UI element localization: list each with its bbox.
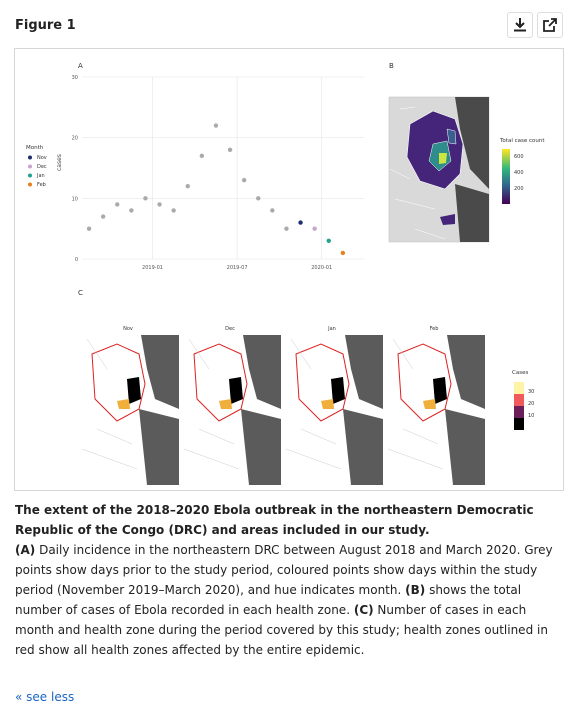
y-tick-label: 0: [75, 257, 78, 263]
y-axis-label: cases: [56, 154, 63, 171]
legend-tick: 10: [528, 413, 534, 419]
data-point: [100, 214, 106, 219]
figure-title: Figure 1: [15, 18, 76, 33]
open-in-new-window-button[interactable]: [537, 12, 563, 38]
legend-label: Dec: [37, 164, 47, 170]
legend-swatch: [28, 173, 32, 178]
external-link-icon: [543, 18, 557, 32]
x-tick-label: 2020-01: [311, 265, 332, 271]
legend-tick: 600: [514, 154, 524, 160]
caption-a-text: Daily incidence in the northeastern DRC …: [15, 543, 553, 597]
legend-label: Feb: [37, 182, 46, 188]
data-point: [129, 208, 134, 213]
facet-title: Dec: [225, 326, 235, 332]
data-point: [185, 184, 190, 189]
figure-svg: A 0 10 20 30 2019-01 2019-07 2020-01 cases Mo…: [26, 62, 545, 485]
y-tick-label: 30: [72, 75, 78, 81]
caption-title: The extent of the 2018–2020 Ebola outbre…: [15, 503, 534, 537]
facet-title: Nov: [123, 326, 133, 332]
panel-c-label: C: [78, 289, 83, 297]
caption-a-label: (A): [15, 543, 36, 557]
figure-header: Figure 1: [15, 12, 563, 42]
facet-map: Dec: [179, 326, 281, 485]
legend-tick: 20: [528, 401, 534, 407]
download-icon: [514, 18, 526, 32]
data-point: [298, 220, 303, 225]
panel-a-chart: 0 10 20 30 2019-01 2019-07 2020-01 cases: [56, 75, 364, 271]
data-point: [157, 202, 162, 207]
legend-tick: 30: [528, 389, 534, 395]
data-point: [171, 208, 176, 213]
legend-swatch: [28, 164, 32, 169]
caption-c-label: (C): [353, 603, 374, 617]
legend-tick: 200: [514, 186, 524, 192]
figure-image[interactable]: A 0 10 20 30 2019-01 2019-07 2020-01 cases Mo…: [14, 48, 564, 491]
color-step: [514, 382, 524, 394]
month-legend: Month Nov Dec Jan Feb: [26, 145, 47, 188]
download-button[interactable]: [507, 12, 533, 38]
facet-map: Nov: [77, 326, 179, 485]
data-point: [241, 177, 247, 183]
panel-a-label: A: [78, 62, 83, 70]
color-step: [514, 394, 524, 406]
legend-tick: 400: [514, 170, 524, 176]
color-step: [514, 406, 524, 418]
caption-body: (A) Daily incidence in the northeastern …: [15, 540, 565, 660]
legend-title: Month: [26, 145, 44, 151]
color-scale: [502, 149, 510, 204]
facet-title: Feb: [430, 326, 439, 332]
legend-swatch: [28, 155, 32, 160]
facet-map: Feb: [383, 326, 485, 485]
facet-map: Jan: [281, 326, 383, 485]
figure-caption: The extent of the 2018–2020 Ebola outbre…: [15, 500, 565, 660]
data-point: [227, 147, 233, 152]
data-point: [115, 202, 120, 207]
data-point: [284, 226, 289, 231]
data-point: [340, 250, 346, 256]
data-point: [213, 123, 219, 128]
data-point: [270, 208, 275, 213]
legend-title: Cases: [512, 370, 528, 376]
legend-title: Total case count: [499, 138, 545, 144]
legend-label: Jan: [36, 173, 45, 179]
color-step: [514, 418, 524, 430]
caption-b-label: (B): [405, 583, 426, 597]
facet-title: Jan: [327, 326, 336, 332]
caption-b-text: shows the total number of cases of Ebola…: [15, 583, 522, 617]
legend-label: Nov: [37, 155, 47, 161]
data-point: [256, 196, 261, 201]
total-case-count-legend: Total case count 600 400 200: [499, 138, 545, 204]
x-tick-label: 2019-01: [142, 265, 163, 271]
panel-b-map: [388, 96, 490, 243]
data-point: [143, 196, 148, 201]
caption-c-text: Number of cases in each month and health…: [15, 603, 548, 657]
y-tick-label: 20: [72, 136, 78, 142]
data-point: [312, 226, 317, 231]
panel-c-maps: Nov Dec Jan Feb: [77, 326, 485, 485]
data-point: [326, 238, 331, 243]
data-point: [199, 153, 205, 159]
cases-legend: Cases 30 20 10: [512, 370, 534, 430]
y-tick-label: 10: [72, 196, 78, 202]
data-point: [86, 226, 92, 231]
panel-b-label: B: [389, 62, 394, 70]
see-less-link[interactable]: « see less: [15, 690, 75, 704]
x-tick-label: 2019-07: [227, 265, 248, 271]
legend-swatch: [28, 182, 32, 187]
